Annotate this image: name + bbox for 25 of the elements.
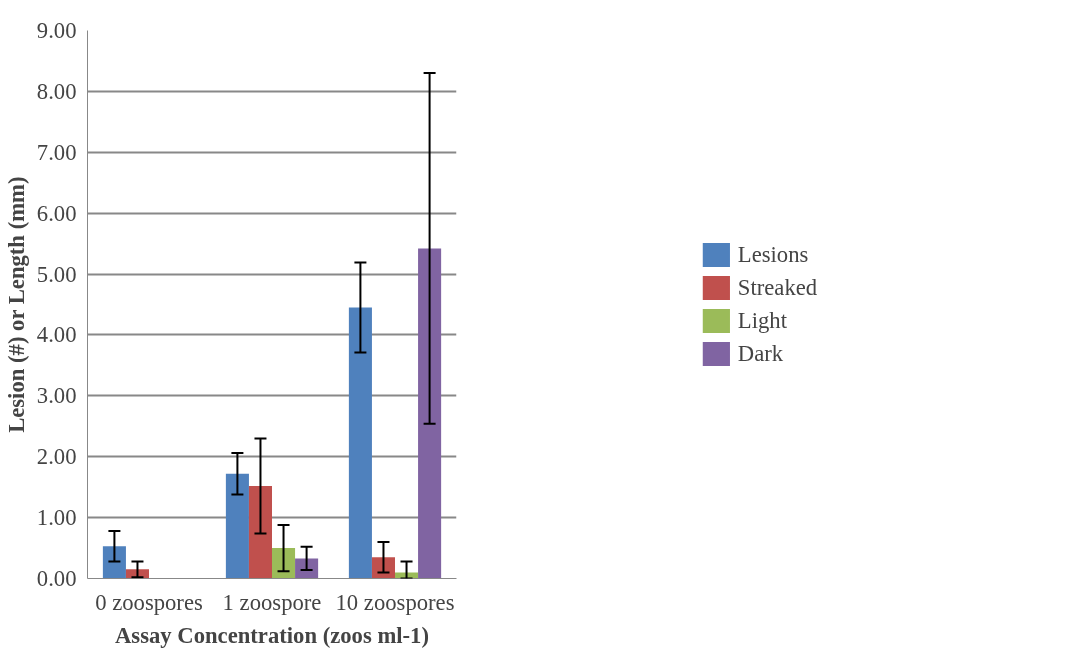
y-tick-label: 3.00 — [36, 383, 77, 409]
y-tick-label: 0.00 — [36, 566, 77, 591]
bar — [348, 307, 372, 579]
x-tick-label: 1 zoospore — [222, 589, 322, 615]
x-tick-label: 10 zoospores — [335, 589, 455, 615]
y-axis-title: Lesion (#) or Length (mm) — [3, 176, 29, 433]
y-tick-label: 7.00 — [36, 139, 77, 165]
y-tick-label: 4.00 — [36, 322, 77, 348]
y-tick-label: 1.00 — [36, 505, 77, 531]
x-tick-label: 0 zoospores — [95, 589, 203, 615]
bar — [295, 558, 319, 579]
legend-label: Light — [737, 307, 787, 334]
legend-label: Dark — [737, 340, 784, 367]
y-tick-label: 2.00 — [36, 444, 77, 470]
legend-label: Lesions — [737, 241, 809, 268]
x-axis-title: Assay Concentration (zoos ml-1) — [115, 622, 430, 648]
legend-label: Streaked — [737, 274, 818, 301]
bar — [248, 485, 272, 579]
y-tick-label: 6.00 — [36, 200, 77, 226]
y-tick-label: 5.00 — [36, 261, 77, 287]
bar — [102, 546, 126, 579]
bar — [418, 248, 442, 579]
y-tick-label: 9.00 — [36, 18, 77, 43]
bar — [225, 473, 249, 579]
y-tick-label: 8.00 — [36, 78, 77, 104]
